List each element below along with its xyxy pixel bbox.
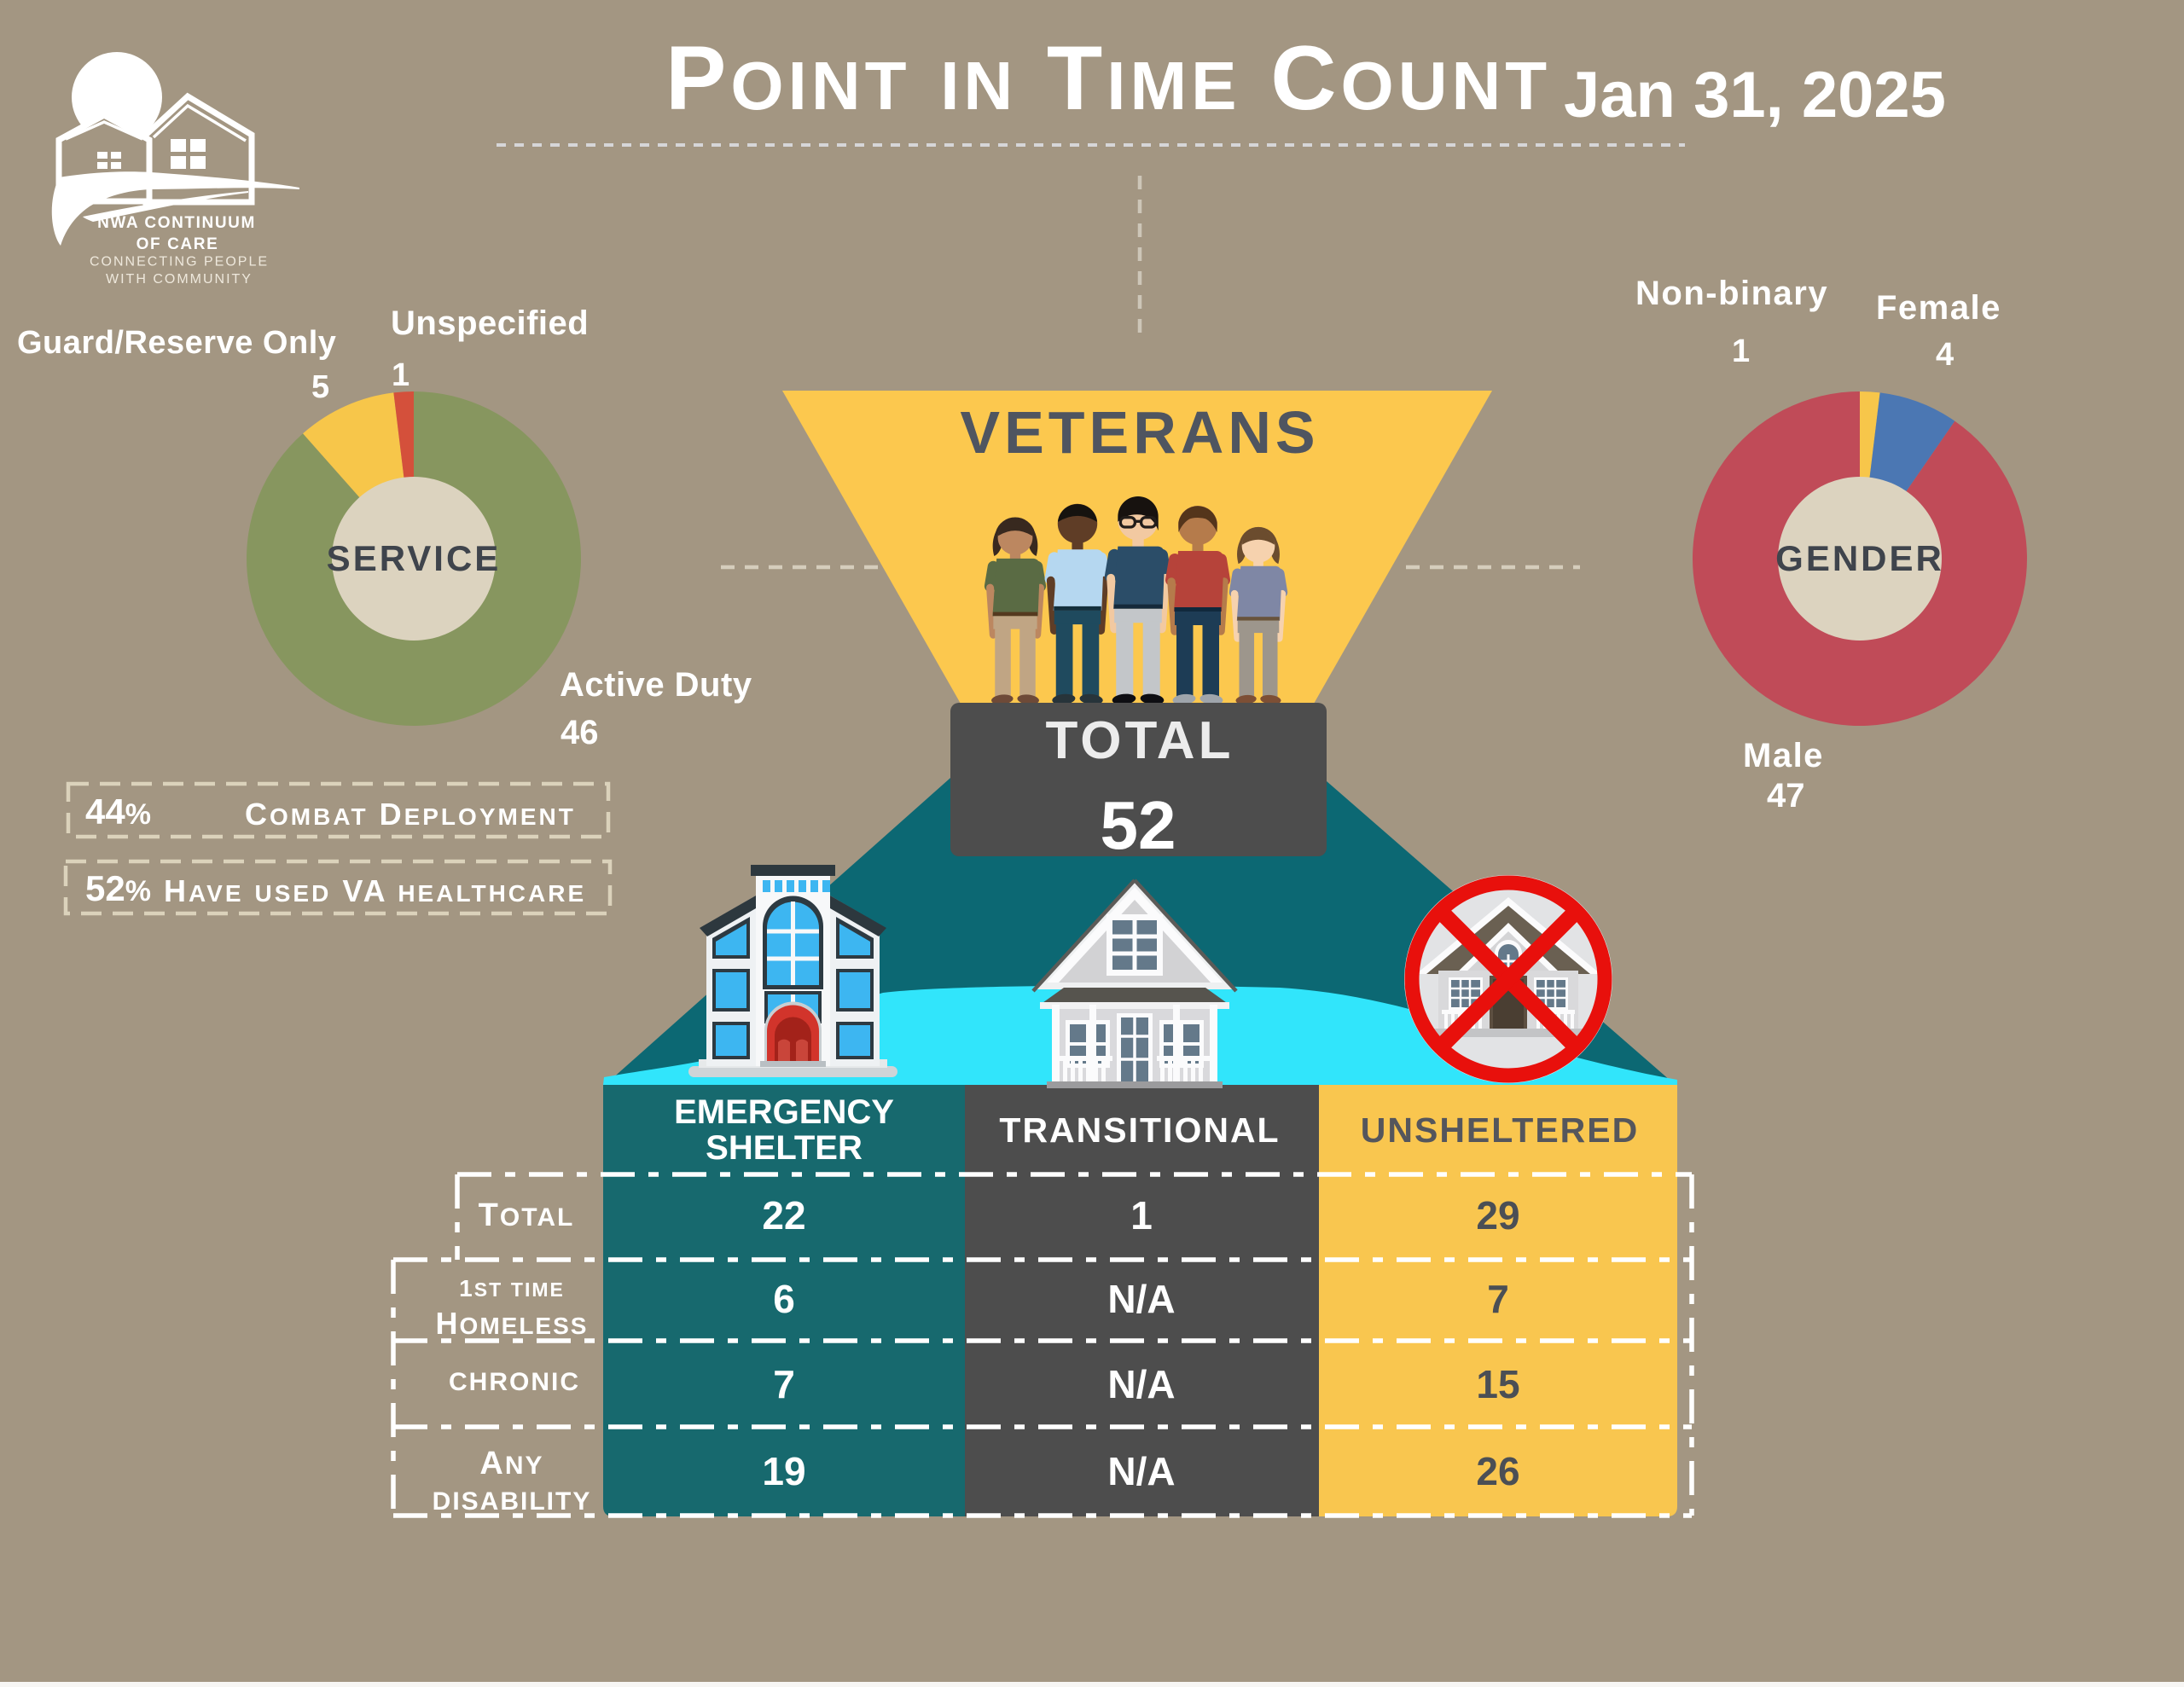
svg-text:WITH COMMUNITY: WITH COMMUNITY [106,272,253,287]
svg-text:OF CARE: OF CARE [136,235,219,253]
svg-text:CONNECTING PEOPLE: CONNECTING PEOPLE [90,255,269,270]
svg-text:NWA CONTINUUM: NWA CONTINUUM [97,214,256,232]
